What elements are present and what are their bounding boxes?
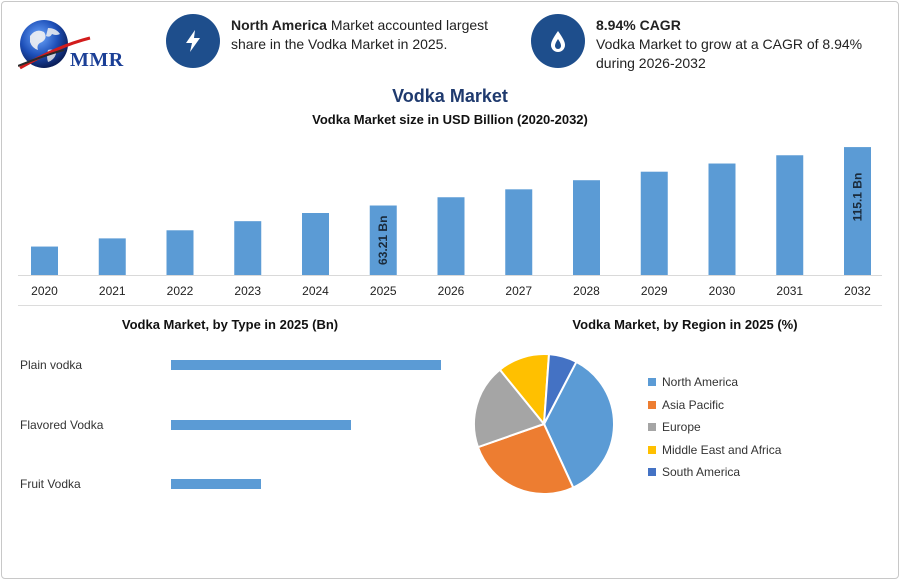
type-label: Plain vodka [20, 358, 82, 372]
bar-2021 [98, 238, 126, 275]
legend-swatch [648, 400, 656, 409]
legend-label: South America [662, 465, 741, 480]
x-tick-label: 2031 [776, 284, 803, 298]
bar-2032 [844, 147, 871, 275]
legend-swatch [648, 468, 656, 477]
pie-slice [543, 353, 578, 425]
type-label: Fruit Vodka [20, 477, 81, 491]
bar-data-label: 63.21 Bn [376, 216, 390, 265]
section-divider [18, 305, 882, 306]
legend-item: Europe [648, 416, 781, 439]
market-size-bar-chart: 2020 2021 2022 2023 2024 2025 2026 2027 2028 2029… [18, 147, 882, 298]
kpi-region-bold: North America [231, 17, 327, 33]
bar-2022 [166, 230, 194, 275]
droplet-flame-icon [531, 14, 585, 68]
region-legend: North America Asia Pacific Europe Middle Ea… [648, 371, 781, 484]
x-tick-label: 2028 [573, 284, 600, 298]
pie-slice [542, 360, 615, 489]
bar-2031 [776, 155, 804, 275]
legend-item: Asia Pacific [648, 394, 781, 417]
type-chart-title: Vodka Market, by Type in 2025 (Bn) [121, 317, 339, 332]
kpi-region-desc: Market accounted largest share in the Vo… [231, 17, 489, 52]
x-tick-label: 2022 [167, 284, 194, 298]
legend-label: Asia Pacific [662, 397, 725, 412]
legend-label: Europe [662, 420, 701, 435]
kpi-region-text: North America Market accounted largest s… [231, 16, 501, 54]
bar-chart-title: Vodka Market size in USD Billion (2020-2… [312, 112, 588, 127]
legend-swatch [648, 445, 656, 454]
x-tick-label: 2024 [302, 284, 329, 298]
bar-2025 [369, 205, 397, 275]
x-tick-label: 2025 [370, 284, 397, 298]
bar-2029 [640, 171, 668, 275]
type-bar [171, 420, 351, 430]
pie-slice [473, 368, 546, 449]
bar-2027 [505, 189, 533, 275]
x-tick-label: 2029 [641, 284, 668, 298]
logo-text: MMR [70, 49, 124, 71]
x-tick-label: 2032 [844, 284, 871, 298]
legend-swatch [648, 423, 656, 432]
pie-slice [476, 422, 575, 495]
legend-item: South America [648, 461, 781, 484]
type-bar [171, 360, 441, 370]
legend-item: Middle East and Africa [648, 439, 781, 462]
legend-swatch [648, 378, 656, 387]
type-bar-chart: Plain vodka Flavored Vodka Fruit Vodka [20, 358, 441, 491]
bar-2028 [573, 180, 600, 275]
bar-2024 [302, 213, 329, 275]
x-tick-label: 2023 [234, 284, 261, 298]
x-tick-label: 2021 [99, 284, 126, 298]
x-tick-label: 2027 [505, 284, 532, 298]
x-tick-label: 2020 [31, 284, 58, 298]
x-tick-label: 2026 [438, 284, 465, 298]
legend-label: Middle East and Africa [662, 442, 782, 457]
bar-data-label: 115.1 Bn [851, 173, 865, 222]
type-label: Flavored Vodka [20, 418, 104, 432]
region-chart-title: Vodka Market, by Region in 2025 (%) [572, 317, 798, 332]
bar-2023 [234, 221, 262, 275]
kpi-cagr-text: 8.94% CAGR Vodka Market to grow at a CAGR… [596, 16, 876, 73]
bar-2020 [31, 246, 58, 275]
type-bar [171, 479, 261, 489]
x-tick-label: 2030 [709, 284, 736, 298]
globe-icon [17, 20, 91, 70]
bar-2030 [708, 163, 736, 275]
legend-label: North America [662, 375, 739, 390]
bar-2026 [437, 197, 465, 275]
kpi-cagr-bold: 8.94% CAGR [596, 17, 681, 33]
kpi-cagr-desc: Vodka Market to grow at a CAGR of 8.94% … [596, 36, 863, 71]
legend-item: North America [648, 371, 781, 394]
page-title: Vodka Market [392, 86, 508, 106]
region-pie-chart [473, 353, 615, 495]
lightning-bolt-icon [166, 14, 220, 68]
mmr-logo: MMR [17, 16, 138, 78]
